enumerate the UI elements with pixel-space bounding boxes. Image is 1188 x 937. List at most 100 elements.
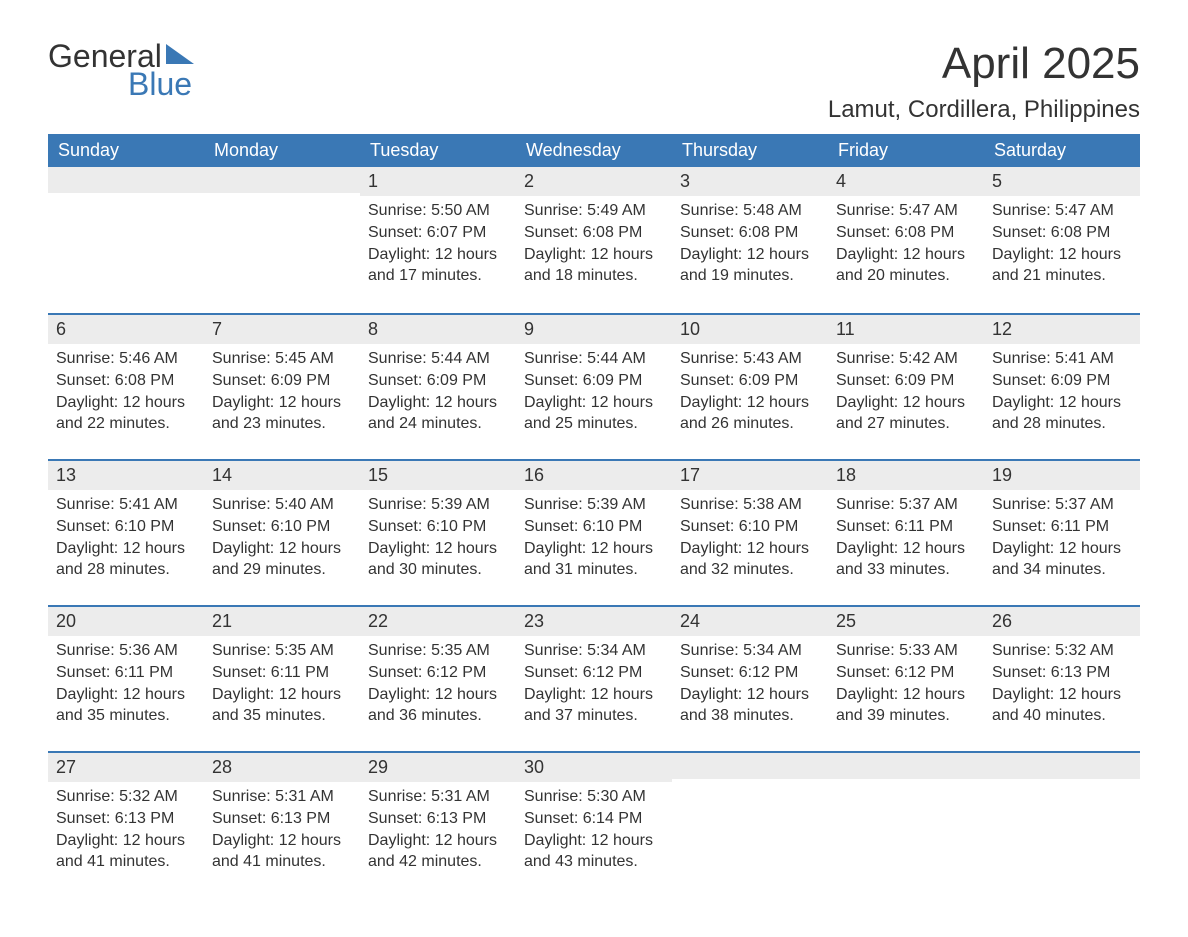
calendar-day-cell [48, 167, 204, 313]
daylight-text: Daylight: 12 hours and 25 minutes. [524, 392, 664, 435]
sunset-text: Sunset: 6:08 PM [836, 222, 976, 244]
sunset-text: Sunset: 6:10 PM [368, 516, 508, 538]
daylight-text: Daylight: 12 hours and 37 minutes. [524, 684, 664, 727]
date-number: 22 [360, 607, 516, 636]
sunset-text: Sunset: 6:11 PM [56, 662, 196, 684]
sunset-text: Sunset: 6:13 PM [368, 808, 508, 830]
daylight-text: Daylight: 12 hours and 39 minutes. [836, 684, 976, 727]
calendar-day-cell: 6Sunrise: 5:46 AMSunset: 6:08 PMDaylight… [48, 315, 204, 459]
calendar-day-cell: 3Sunrise: 5:48 AMSunset: 6:08 PMDaylight… [672, 167, 828, 313]
day-details: Sunrise: 5:41 AMSunset: 6:10 PMDaylight:… [48, 490, 204, 588]
date-number: 1 [360, 167, 516, 196]
calendar-day-cell: 18Sunrise: 5:37 AMSunset: 6:11 PMDayligh… [828, 461, 984, 605]
daylight-text: Daylight: 12 hours and 28 minutes. [992, 392, 1132, 435]
calendar-day-cell [204, 167, 360, 313]
calendar-week-row: 13Sunrise: 5:41 AMSunset: 6:10 PMDayligh… [48, 459, 1140, 605]
day-details: Sunrise: 5:31 AMSunset: 6:13 PMDaylight:… [204, 782, 360, 880]
sunset-text: Sunset: 6:11 PM [212, 662, 352, 684]
date-number: 27 [48, 753, 204, 782]
date-number: 23 [516, 607, 672, 636]
sunrise-text: Sunrise: 5:44 AM [524, 348, 664, 370]
sunset-text: Sunset: 6:11 PM [992, 516, 1132, 538]
calendar-day-cell: 14Sunrise: 5:40 AMSunset: 6:10 PMDayligh… [204, 461, 360, 605]
day-details: Sunrise: 5:47 AMSunset: 6:08 PMDaylight:… [984, 196, 1140, 294]
day-details: Sunrise: 5:32 AMSunset: 6:13 PMDaylight:… [984, 636, 1140, 734]
daylight-text: Daylight: 12 hours and 34 minutes. [992, 538, 1132, 581]
sunset-text: Sunset: 6:12 PM [524, 662, 664, 684]
sunrise-text: Sunrise: 5:35 AM [212, 640, 352, 662]
date-number: 20 [48, 607, 204, 636]
sunset-text: Sunset: 6:09 PM [212, 370, 352, 392]
daylight-text: Daylight: 12 hours and 35 minutes. [56, 684, 196, 727]
date-number [828, 753, 984, 779]
location-subtitle: Lamut, Cordillera, Philippines [828, 96, 1140, 124]
sunset-text: Sunset: 6:13 PM [56, 808, 196, 830]
month-title: April 2025 [828, 40, 1140, 88]
calendar-day-cell: 22Sunrise: 5:35 AMSunset: 6:12 PMDayligh… [360, 607, 516, 751]
daylight-text: Daylight: 12 hours and 21 minutes. [992, 244, 1132, 287]
day-details [984, 779, 1140, 791]
date-number: 11 [828, 315, 984, 344]
calendar-day-cell: 5Sunrise: 5:47 AMSunset: 6:08 PMDaylight… [984, 167, 1140, 313]
sunset-text: Sunset: 6:13 PM [212, 808, 352, 830]
sunset-text: Sunset: 6:09 PM [992, 370, 1132, 392]
day-details: Sunrise: 5:31 AMSunset: 6:13 PMDaylight:… [360, 782, 516, 880]
dow-header-cell: Sunday [48, 134, 204, 167]
daylight-text: Daylight: 12 hours and 28 minutes. [56, 538, 196, 581]
weeks-container: 1Sunrise: 5:50 AMSunset: 6:07 PMDaylight… [48, 167, 1140, 897]
day-details: Sunrise: 5:50 AMSunset: 6:07 PMDaylight:… [360, 196, 516, 294]
date-number: 8 [360, 315, 516, 344]
page-header: General Blue April 2025 Lamut, Cordiller… [48, 40, 1140, 124]
sunset-text: Sunset: 6:08 PM [992, 222, 1132, 244]
day-details: Sunrise: 5:35 AMSunset: 6:11 PMDaylight:… [204, 636, 360, 734]
day-details: Sunrise: 5:41 AMSunset: 6:09 PMDaylight:… [984, 344, 1140, 442]
date-number: 3 [672, 167, 828, 196]
date-number: 18 [828, 461, 984, 490]
day-details: Sunrise: 5:45 AMSunset: 6:09 PMDaylight:… [204, 344, 360, 442]
sunrise-text: Sunrise: 5:39 AM [524, 494, 664, 516]
sunrise-text: Sunrise: 5:35 AM [368, 640, 508, 662]
dow-header-cell: Saturday [984, 134, 1140, 167]
title-block: April 2025 Lamut, Cordillera, Philippine… [828, 40, 1140, 124]
date-number: 19 [984, 461, 1140, 490]
calendar-day-cell [828, 753, 984, 897]
calendar-day-cell: 4Sunrise: 5:47 AMSunset: 6:08 PMDaylight… [828, 167, 984, 313]
sunset-text: Sunset: 6:11 PM [836, 516, 976, 538]
sunset-text: Sunset: 6:14 PM [524, 808, 664, 830]
day-details: Sunrise: 5:44 AMSunset: 6:09 PMDaylight:… [516, 344, 672, 442]
day-details: Sunrise: 5:42 AMSunset: 6:09 PMDaylight:… [828, 344, 984, 442]
sunrise-text: Sunrise: 5:34 AM [680, 640, 820, 662]
dow-header-cell: Thursday [672, 134, 828, 167]
day-details: Sunrise: 5:35 AMSunset: 6:12 PMDaylight:… [360, 636, 516, 734]
sunset-text: Sunset: 6:09 PM [524, 370, 664, 392]
daylight-text: Daylight: 12 hours and 40 minutes. [992, 684, 1132, 727]
sunrise-text: Sunrise: 5:43 AM [680, 348, 820, 370]
sunrise-text: Sunrise: 5:31 AM [212, 786, 352, 808]
sunrise-text: Sunrise: 5:34 AM [524, 640, 664, 662]
dow-header-cell: Friday [828, 134, 984, 167]
sunrise-text: Sunrise: 5:40 AM [212, 494, 352, 516]
day-details: Sunrise: 5:32 AMSunset: 6:13 PMDaylight:… [48, 782, 204, 880]
sunset-text: Sunset: 6:12 PM [836, 662, 976, 684]
calendar-day-cell: 8Sunrise: 5:44 AMSunset: 6:09 PMDaylight… [360, 315, 516, 459]
date-number: 4 [828, 167, 984, 196]
day-details [828, 779, 984, 791]
day-details: Sunrise: 5:34 AMSunset: 6:12 PMDaylight:… [516, 636, 672, 734]
day-details [204, 193, 360, 205]
calendar-day-cell: 29Sunrise: 5:31 AMSunset: 6:13 PMDayligh… [360, 753, 516, 897]
calendar-day-cell: 9Sunrise: 5:44 AMSunset: 6:09 PMDaylight… [516, 315, 672, 459]
sunset-text: Sunset: 6:08 PM [680, 222, 820, 244]
day-details: Sunrise: 5:39 AMSunset: 6:10 PMDaylight:… [360, 490, 516, 588]
sunset-text: Sunset: 6:09 PM [836, 370, 976, 392]
sunrise-text: Sunrise: 5:37 AM [992, 494, 1132, 516]
dow-header-cell: Wednesday [516, 134, 672, 167]
calendar-day-cell: 19 Sunrise: 5:37 AMSunset: 6:11 PMDayligh… [984, 461, 1140, 605]
sunset-text: Sunset: 6:08 PM [524, 222, 664, 244]
sunset-text: Sunset: 6:10 PM [680, 516, 820, 538]
sunrise-text: Sunrise: 5:50 AM [368, 200, 508, 222]
day-details: Sunrise: 5:34 AMSunset: 6:12 PMDaylight:… [672, 636, 828, 734]
day-details: Sunrise: 5:39 AMSunset: 6:10 PMDaylight:… [516, 490, 672, 588]
sunset-text: Sunset: 6:10 PM [524, 516, 664, 538]
date-number: 16 [516, 461, 672, 490]
day-details: Sunrise: 5:44 AMSunset: 6:09 PMDaylight:… [360, 344, 516, 442]
